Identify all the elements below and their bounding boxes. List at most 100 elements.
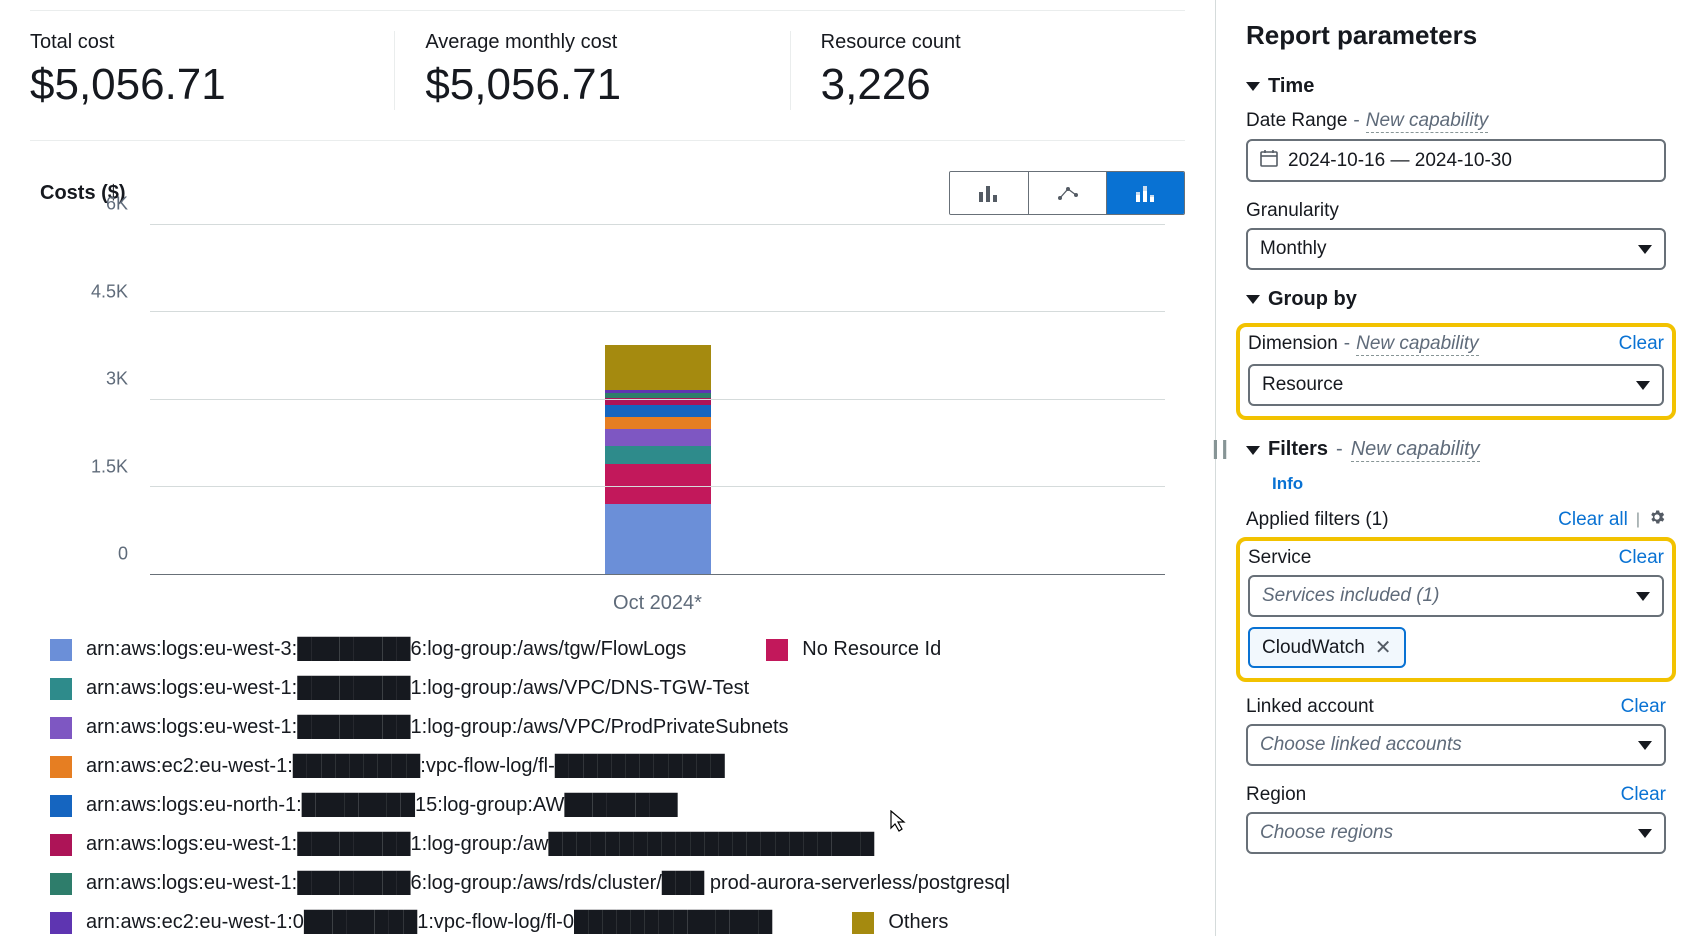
date-range-label: Date Range - New capability bbox=[1246, 110, 1666, 133]
chart-area: 01.5K3K4.5K6K Oct 2024* bbox=[50, 225, 1185, 615]
legend-item[interactable]: No Resource Id bbox=[766, 633, 941, 666]
legend-item[interactable]: arn:aws:logs:eu-west-1:████████6:log-gro… bbox=[50, 867, 1185, 900]
x-axis-label: Oct 2024* bbox=[150, 592, 1165, 615]
legend-swatch bbox=[50, 834, 72, 856]
legend-label: Others bbox=[888, 906, 948, 939]
tag-label: CloudWatch bbox=[1262, 637, 1365, 659]
clear-service-link[interactable]: Clear bbox=[1619, 547, 1664, 569]
highlight-service: Service Clear Services included (1) Clou… bbox=[1236, 537, 1676, 682]
section-time[interactable]: Time bbox=[1246, 75, 1666, 98]
region-placeholder: Choose regions bbox=[1260, 822, 1393, 844]
y-tick: 0 bbox=[118, 544, 128, 565]
chevron-down-icon bbox=[1638, 245, 1652, 254]
dimension-select[interactable]: Resource bbox=[1248, 364, 1664, 406]
remove-tag-icon[interactable]: ✕ bbox=[1375, 635, 1392, 660]
legend-swatch bbox=[50, 873, 72, 895]
legend-swatch bbox=[50, 717, 72, 739]
section-groupby[interactable]: Group by bbox=[1246, 288, 1666, 311]
section-filters[interactable]: Filters - New capability bbox=[1246, 438, 1666, 462]
legend-item[interactable]: arn:aws:logs:eu-west-1:████████1:log-gro… bbox=[50, 828, 1185, 861]
service-value: Services included (1) bbox=[1262, 585, 1439, 607]
legend-item[interactable]: arn:aws:logs:eu-north-1:████████15:log-g… bbox=[50, 789, 1185, 822]
main-panel: Total cost $5,056.71 Average monthly cos… bbox=[0, 0, 1216, 936]
linked-placeholder: Choose linked accounts bbox=[1260, 734, 1462, 756]
gear-icon[interactable] bbox=[1648, 508, 1666, 531]
date-range-value: 2024-10-16 — 2024-10-30 bbox=[1288, 150, 1512, 172]
section-label: Filters bbox=[1268, 438, 1328, 461]
legend-label: arn:aws:logs:eu-west-1:████████1:log-gro… bbox=[86, 672, 749, 705]
legend-label: arn:aws:ec2:eu-west-1:0████████1:vpc-flo… bbox=[86, 906, 772, 939]
bar-segment[interactable] bbox=[605, 504, 711, 574]
kpi-value: 3,226 bbox=[821, 60, 1155, 110]
clear-all-filters-link[interactable]: Clear all bbox=[1558, 509, 1628, 531]
service-filter-tag: CloudWatch ✕ bbox=[1248, 627, 1406, 668]
bar-chart-icon bbox=[979, 184, 999, 202]
legend-swatch bbox=[766, 639, 788, 661]
legend-swatch bbox=[50, 756, 72, 778]
bar-segment[interactable] bbox=[605, 464, 711, 504]
legend-item[interactable]: arn:aws:logs:eu-west-3:████████6:log-gro… bbox=[50, 633, 686, 666]
linked-account-label: Linked account bbox=[1246, 696, 1374, 718]
sidebar-title-text: Report parameters bbox=[1246, 20, 1477, 51]
bar-segment[interactable] bbox=[605, 417, 711, 430]
legend-label: arn:aws:logs:eu-north-1:████████15:log-g… bbox=[86, 789, 678, 822]
legend-item[interactable]: arn:aws:ec2:eu-west-1:0████████1:vpc-flo… bbox=[50, 906, 772, 939]
filters-info-link[interactable]: Info bbox=[1272, 474, 1666, 494]
granularity-select[interactable]: Monthly bbox=[1246, 228, 1666, 270]
grid-line bbox=[150, 399, 1165, 400]
line-chart-button[interactable] bbox=[1028, 172, 1106, 214]
clear-region-link[interactable]: Clear bbox=[1621, 784, 1666, 806]
chart-type-toggle bbox=[949, 171, 1185, 215]
legend-item[interactable]: arn:aws:logs:eu-west-1:████████1:log-gro… bbox=[50, 711, 1185, 744]
report-parameters-panel: ▎▎ Report parameters Time Date Range - N… bbox=[1216, 0, 1696, 936]
section-label: Group by bbox=[1268, 288, 1357, 311]
legend-swatch bbox=[852, 912, 874, 934]
new-capability-badge: New capability bbox=[1351, 438, 1480, 462]
bar-segment[interactable] bbox=[605, 405, 711, 417]
legend-item[interactable]: arn:aws:logs:eu-west-1:████████1:log-gro… bbox=[50, 672, 1185, 705]
grid-line bbox=[150, 486, 1165, 487]
date-range-picker[interactable]: 2024-10-16 — 2024-10-30 bbox=[1246, 139, 1666, 182]
legend-item[interactable]: Others bbox=[852, 906, 948, 939]
grid-line bbox=[150, 224, 1165, 225]
bar-stack[interactable] bbox=[605, 345, 711, 574]
calendar-icon bbox=[1260, 149, 1278, 172]
kpi-label: Resource count bbox=[821, 31, 1155, 54]
legend-label: arn:aws:ec2:eu-west-1:█████████:vpc-flow… bbox=[86, 750, 725, 783]
panel-resize-handle[interactable]: ▎▎ bbox=[1214, 440, 1233, 460]
kpi-label: Average monthly cost bbox=[425, 31, 759, 54]
granularity-label: Granularity bbox=[1246, 200, 1666, 222]
legend-label: arn:aws:logs:eu-west-1:████████1:log-gro… bbox=[86, 711, 789, 744]
caret-down-icon bbox=[1246, 295, 1260, 304]
kpi-total-cost: Total cost $5,056.71 bbox=[30, 31, 394, 110]
chevron-down-icon bbox=[1638, 829, 1652, 838]
line-chart-icon bbox=[1057, 184, 1079, 202]
stacked-bar-button[interactable] bbox=[1106, 172, 1184, 214]
chevron-down-icon bbox=[1636, 381, 1650, 390]
dimension-label: Dimension - New capability bbox=[1248, 333, 1479, 356]
new-capability-badge: New capability bbox=[1366, 110, 1489, 133]
caret-down-icon bbox=[1246, 446, 1260, 455]
legend-item[interactable]: arn:aws:ec2:eu-west-1:█████████:vpc-flow… bbox=[50, 750, 1185, 783]
service-label: Service bbox=[1248, 547, 1311, 569]
chevron-down-icon bbox=[1638, 741, 1652, 750]
clear-linked-link[interactable]: Clear bbox=[1621, 696, 1666, 718]
kpi-row: Total cost $5,056.71 Average monthly cos… bbox=[30, 10, 1185, 141]
kpi-avg-cost: Average monthly cost $5,056.71 bbox=[394, 31, 789, 110]
applied-filters-label: Applied filters (1) bbox=[1246, 509, 1389, 531]
bar-segment[interactable] bbox=[605, 345, 711, 389]
chart-legend: arn:aws:logs:eu-west-3:████████6:log-gro… bbox=[50, 633, 1185, 939]
bar-segment[interactable] bbox=[605, 429, 711, 445]
bar-segment[interactable] bbox=[605, 446, 711, 465]
region-label: Region bbox=[1246, 784, 1306, 806]
y-tick: 3K bbox=[106, 369, 128, 390]
bar-chart-button[interactable] bbox=[950, 172, 1028, 214]
y-tick: 4.5K bbox=[91, 281, 128, 302]
section-label: Time bbox=[1268, 75, 1314, 98]
clear-dimension-link[interactable]: Clear bbox=[1619, 333, 1664, 355]
legend-swatch bbox=[50, 795, 72, 817]
granularity-value: Monthly bbox=[1260, 238, 1327, 260]
linked-account-select[interactable]: Choose linked accounts bbox=[1246, 724, 1666, 766]
region-select[interactable]: Choose regions bbox=[1246, 812, 1666, 854]
service-select[interactable]: Services included (1) bbox=[1248, 575, 1664, 617]
